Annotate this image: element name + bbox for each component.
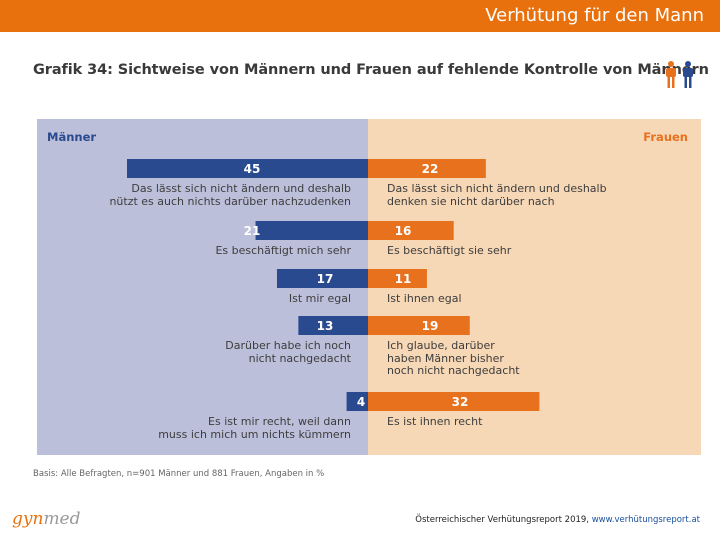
gynmed-logo: gynmed bbox=[12, 509, 81, 529]
bar-maenner-0 bbox=[127, 159, 368, 178]
footer-link[interactable]: www.verhütungsreport.at bbox=[591, 515, 700, 525]
legend-maenner: Männer bbox=[47, 130, 97, 144]
value-label-frauen-1: 16 bbox=[395, 224, 412, 238]
category-label-frauen-2: Ist ihnen egal bbox=[387, 292, 462, 305]
footer-source: Österreichischer Verhütungsreport 2019, … bbox=[415, 515, 700, 525]
bar-frauen-2 bbox=[368, 269, 427, 288]
category-label-frauen-1: Es beschäftigt sie sehr bbox=[387, 244, 512, 257]
category-label-maenner-2: Ist mir egal bbox=[288, 292, 351, 305]
category-label-maenner-4: Es ist mir recht, weil dann muss ich mic… bbox=[158, 415, 351, 441]
value-label-frauen-0: 22 bbox=[422, 162, 439, 176]
value-label-maenner-4: 4 bbox=[357, 395, 365, 409]
people-icon bbox=[666, 61, 693, 88]
chart-svg: 45 22 21 16 17 11 13 19 4 32 bbox=[37, 119, 701, 455]
bar-frauen-4 bbox=[368, 392, 540, 411]
chart-area: 45 22 21 16 17 11 13 19 4 32 Männer Frauen Das läss… bbox=[37, 119, 701, 455]
category-label-frauen-4: Es ist ihnen recht bbox=[387, 415, 483, 428]
value-label-maenner-2: 17 bbox=[317, 272, 334, 286]
value-label-maenner-0: 45 bbox=[244, 162, 261, 176]
chart-title: Grafik 34: Sichtweise von Männern und Fr… bbox=[33, 62, 709, 78]
value-label-frauen-2: 11 bbox=[395, 272, 412, 286]
slide-title: Verhütung für den Mann bbox=[485, 5, 704, 26]
category-label-maenner-0: Das lässt sich nicht ändern und deshalb … bbox=[109, 182, 351, 208]
bar-frauen-3 bbox=[368, 316, 470, 335]
bar-maenner-2 bbox=[276, 269, 368, 288]
bar-frauen-0 bbox=[368, 159, 486, 178]
category-label-maenner-1: Es beschäftigt mich sehr bbox=[215, 244, 351, 257]
header-bar: Verhütung für den Mann bbox=[0, 0, 720, 32]
bar-frauen-1 bbox=[368, 221, 454, 240]
bar-maenner-1 bbox=[255, 221, 368, 240]
category-label-frauen-0: Das lässt sich nicht ändern und deshalb … bbox=[387, 182, 607, 208]
category-label-frauen-3: Ich glaube, darüber haben Männer bisher … bbox=[387, 339, 520, 377]
value-label-maenner-3: 13 bbox=[317, 319, 334, 333]
category-label-maenner-3: Darüber habe ich noch nicht nachgedacht bbox=[225, 339, 351, 365]
value-label-frauen-4: 32 bbox=[452, 395, 469, 409]
legend-frauen: Frauen bbox=[643, 130, 688, 144]
footer-text: Österreichischer Verhütungsreport 2019, bbox=[415, 515, 592, 525]
value-label-frauen-3: 19 bbox=[422, 319, 439, 333]
bar-maenner-4 bbox=[346, 392, 368, 411]
bar-maenner-3 bbox=[298, 316, 368, 335]
chart-note: Basis: Alle Befragten, n=901 Männer und … bbox=[33, 469, 325, 479]
value-label-maenner-1: 21 bbox=[244, 224, 261, 238]
